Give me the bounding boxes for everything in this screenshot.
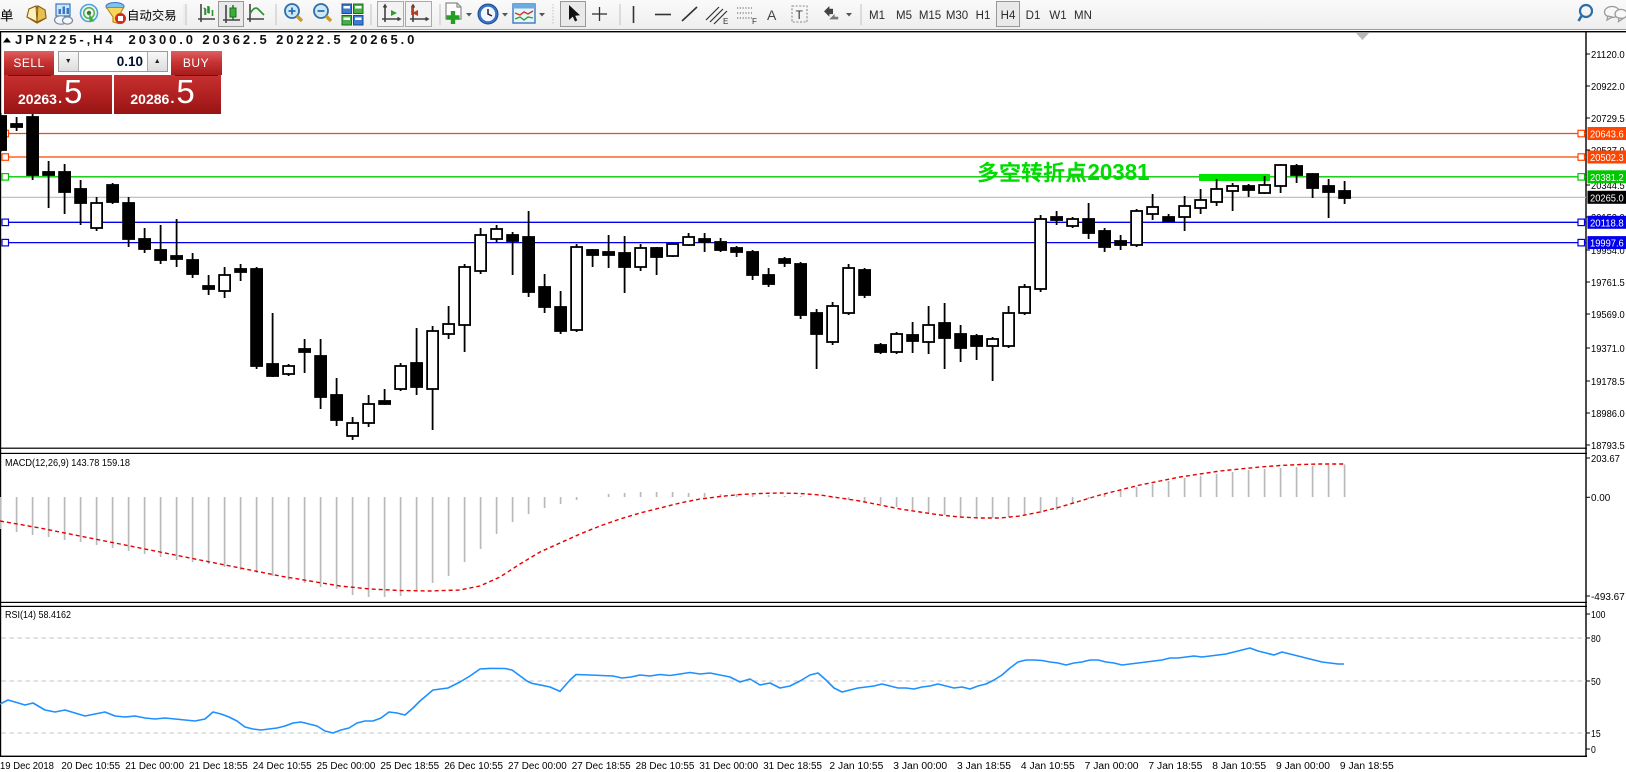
svg-text:20 Dec 10:55: 20 Dec 10:55: [61, 761, 120, 772]
svg-text:18986.0: 18986.0: [1591, 408, 1625, 420]
svg-text:3 Jan 18:55: 3 Jan 18:55: [957, 761, 1011, 772]
svg-text:M15: M15: [919, 10, 941, 22]
svg-text:20381: 20381: [1088, 159, 1150, 185]
svg-text:31 Dec 18:55: 31 Dec 18:55: [763, 761, 822, 772]
svg-text:19997.6: 19997.6: [1590, 238, 1624, 250]
svg-text:3 Jan 00:00: 3 Jan 00:00: [893, 761, 947, 772]
svg-text:W1: W1: [1049, 10, 1066, 22]
svg-text:M1: M1: [869, 10, 885, 22]
svg-text:203.67: 203.67: [1591, 453, 1620, 465]
svg-text:19954.0: 19954.0: [1591, 245, 1625, 257]
svg-text:20922.0: 20922.0: [1591, 81, 1625, 93]
svg-text:F: F: [752, 17, 757, 26]
svg-text:JPN225-,H4 20300.0 20362.5 20: JPN225-,H4 20300.0 20362.5 20222.5 20265…: [15, 32, 417, 47]
svg-text:24 Dec 10:55: 24 Dec 10:55: [253, 761, 312, 772]
svg-text:20381.2: 20381.2: [1590, 172, 1624, 184]
svg-text:20643.6: 20643.6: [1590, 129, 1624, 141]
svg-text:19178.5: 19178.5: [1591, 376, 1625, 388]
svg-text:20118.8: 20118.8: [1590, 217, 1624, 229]
svg-text:25 Dec 18:55: 25 Dec 18:55: [380, 761, 439, 772]
svg-text:26 Dec 10:55: 26 Dec 10:55: [444, 761, 503, 772]
svg-text:7 Jan 18:55: 7 Jan 18:55: [1148, 761, 1202, 772]
svg-text:25 Dec 00:00: 25 Dec 00:00: [317, 761, 376, 772]
svg-text:E: E: [723, 17, 728, 26]
svg-text:15: 15: [1591, 728, 1601, 740]
svg-text:8 Jan 10:55: 8 Jan 10:55: [1212, 761, 1266, 772]
svg-text:19569.0: 19569.0: [1591, 309, 1625, 321]
svg-text:27 Dec 00:00: 27 Dec 00:00: [508, 761, 567, 772]
svg-text:28 Dec 10:55: 28 Dec 10:55: [636, 761, 695, 772]
svg-text:RSI(14) 58.4162: RSI(14) 58.4162: [5, 609, 71, 621]
svg-text:7 Jan 00:00: 7 Jan 00:00: [1085, 761, 1139, 772]
svg-text:19 Dec 2018: 19 Dec 2018: [0, 761, 54, 772]
svg-text:9 Jan 00:00: 9 Jan 00:00: [1276, 761, 1330, 772]
svg-text:MACD(12,26,9) 143.78 159.18: MACD(12,26,9) 143.78 159.18: [5, 457, 130, 469]
svg-text:4 Jan 10:55: 4 Jan 10:55: [1021, 761, 1075, 772]
svg-text:27 Dec 18:55: 27 Dec 18:55: [572, 761, 631, 772]
svg-text:19761.5: 19761.5: [1591, 277, 1625, 289]
svg-text:18793.5: 18793.5: [1591, 440, 1625, 452]
svg-text:21 Dec 18:55: 21 Dec 18:55: [189, 761, 248, 772]
svg-text:0: 0: [1591, 744, 1596, 756]
svg-text:H4: H4: [1001, 10, 1016, 22]
svg-text:A: A: [767, 7, 777, 23]
svg-text:T: T: [796, 8, 804, 22]
svg-text:20265.0: 20265.0: [1590, 192, 1624, 204]
svg-text:21120.0: 21120.0: [1591, 49, 1625, 61]
svg-text:D1: D1: [1026, 10, 1041, 22]
svg-text:20729.5: 20729.5: [1591, 113, 1625, 125]
svg-text:100: 100: [1591, 609, 1606, 621]
svg-text:50: 50: [1591, 676, 1601, 688]
svg-text:20502.3: 20502.3: [1590, 152, 1624, 164]
svg-text:31 Dec 00:00: 31 Dec 00:00: [699, 761, 758, 772]
svg-text:0.00: 0.00: [1591, 492, 1610, 504]
svg-text:19371.0: 19371.0: [1591, 343, 1625, 355]
svg-text:H1: H1: [976, 10, 991, 22]
svg-text:21 Dec 00:00: 21 Dec 00:00: [125, 761, 184, 772]
svg-text:MN: MN: [1074, 10, 1092, 22]
svg-text:M30: M30: [946, 10, 968, 22]
svg-text:2 Jan 10:55: 2 Jan 10:55: [829, 761, 883, 772]
svg-text:80: 80: [1591, 633, 1601, 645]
svg-text:M5: M5: [896, 10, 912, 22]
svg-text:9 Jan 18:55: 9 Jan 18:55: [1340, 761, 1394, 772]
svg-text:-493.67: -493.67: [1591, 591, 1625, 603]
